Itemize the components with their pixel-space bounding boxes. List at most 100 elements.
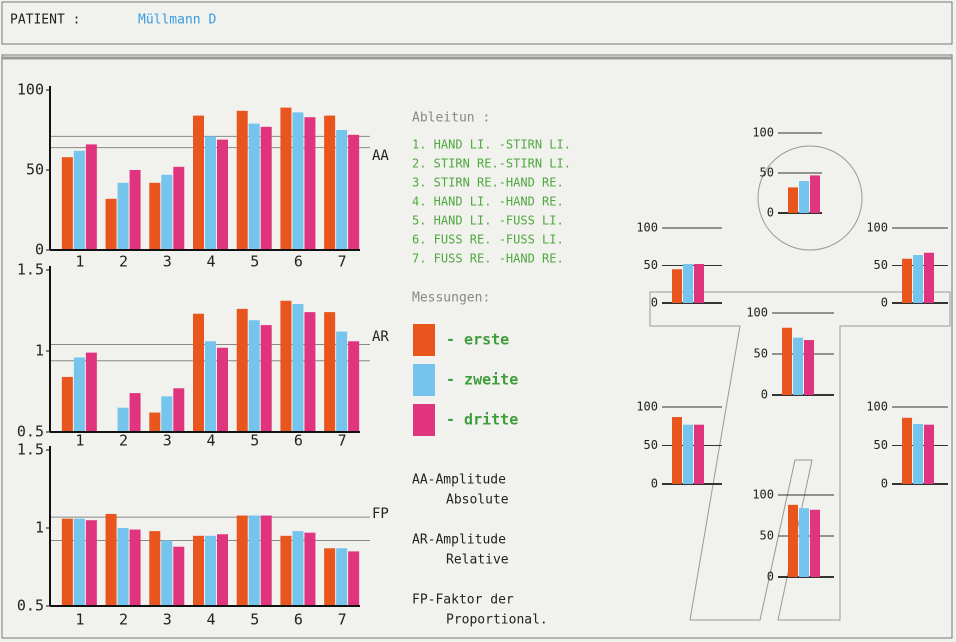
x-tick-label: 6 xyxy=(294,432,303,450)
bar xyxy=(292,112,303,250)
lead-item: 6. FUSS RE. -FUSS LI. xyxy=(412,233,564,247)
bar xyxy=(130,170,141,250)
legend-swatch xyxy=(413,364,435,396)
note: AR-Amplitude xyxy=(412,533,506,548)
bar xyxy=(130,393,141,432)
lead-item: 4. HAND LI. -HAND RE. xyxy=(412,195,564,209)
leads-title: Ableitun : xyxy=(412,111,490,126)
bar xyxy=(672,417,682,484)
bar xyxy=(336,130,347,250)
bar xyxy=(788,505,798,577)
bar xyxy=(304,312,315,432)
y-tick-label: 0 xyxy=(35,241,44,259)
bar xyxy=(86,144,97,250)
y-tick-label: 100 xyxy=(752,488,774,502)
bar xyxy=(74,151,85,250)
bar xyxy=(86,520,97,606)
y-tick-label: 50 xyxy=(26,161,44,179)
bar xyxy=(193,314,204,432)
bar xyxy=(304,117,315,250)
bar xyxy=(205,341,216,432)
bar xyxy=(193,536,204,606)
bar xyxy=(217,348,228,432)
lead-item: 2. STIRN RE.-STIRN LI. xyxy=(412,157,571,171)
bar xyxy=(280,301,291,432)
bar xyxy=(118,528,129,606)
y-tick-label: 0 xyxy=(881,296,888,310)
x-tick-label: 5 xyxy=(250,432,259,450)
lead-item: 7. FUSS RE. -HAND RE. xyxy=(412,252,564,266)
bar xyxy=(348,341,359,432)
x-tick-label: 5 xyxy=(250,611,259,629)
y-tick-label: 100 xyxy=(866,400,888,414)
chart-label: AR xyxy=(372,329,389,345)
y-tick-label: 0 xyxy=(767,570,774,584)
bar xyxy=(810,175,820,213)
note: FP-Faktor der xyxy=(412,593,514,608)
x-tick-label: 4 xyxy=(206,611,215,629)
bar xyxy=(694,264,704,303)
bar xyxy=(261,325,272,432)
patient-label: PATIENT : xyxy=(10,13,80,28)
x-tick-label: 1 xyxy=(75,611,84,629)
bar xyxy=(237,516,248,606)
x-tick-label: 2 xyxy=(119,253,128,271)
bar xyxy=(924,425,934,484)
legend-label: - zweite xyxy=(446,371,518,389)
bar xyxy=(304,533,315,606)
bar xyxy=(149,183,160,250)
bar xyxy=(130,530,141,606)
y-tick-label: 0.5 xyxy=(17,423,44,441)
x-tick-label: 7 xyxy=(338,253,347,271)
bar xyxy=(324,548,335,606)
x-tick-label: 7 xyxy=(338,432,347,450)
y-tick-label: 50 xyxy=(644,258,658,272)
y-tick-label: 0 xyxy=(651,477,658,491)
note: AA-Amplitude xyxy=(412,473,506,488)
bar xyxy=(324,312,335,432)
y-tick-label: 100 xyxy=(636,221,658,235)
bar xyxy=(683,425,693,484)
bar xyxy=(106,199,117,250)
legend-label: - dritte xyxy=(446,411,518,429)
note: Proportional. xyxy=(446,613,548,628)
y-tick-label: 0 xyxy=(881,477,888,491)
bar xyxy=(292,531,303,606)
bar xyxy=(161,396,172,432)
x-tick-label: 2 xyxy=(119,611,128,629)
bar xyxy=(237,111,248,250)
bar xyxy=(161,540,172,606)
bar xyxy=(62,377,73,432)
y-tick-label: 1.5 xyxy=(17,441,44,459)
bar xyxy=(205,536,216,606)
y-tick-label: 1 xyxy=(35,342,44,360)
bar xyxy=(324,116,335,250)
bar xyxy=(118,408,129,432)
screen: PATIENT : Müllmann D Ableitun : Messunge… xyxy=(0,0,956,642)
bar xyxy=(173,547,184,606)
x-tick-label: 6 xyxy=(294,253,303,271)
bar xyxy=(694,425,704,484)
bar xyxy=(173,388,184,432)
chart-label: FP xyxy=(372,506,389,522)
legend-swatch xyxy=(413,404,435,436)
x-tick-label: 3 xyxy=(163,611,172,629)
bar xyxy=(902,418,912,484)
y-tick-label: 0 xyxy=(761,388,768,402)
bar xyxy=(205,136,216,250)
bar xyxy=(913,255,923,303)
patient-name: Müllmann D xyxy=(138,13,216,28)
bar xyxy=(799,508,809,577)
x-tick-label: 1 xyxy=(75,432,84,450)
bar xyxy=(782,328,792,395)
y-tick-label: 50 xyxy=(760,529,774,543)
bar xyxy=(292,304,303,432)
y-tick-label: 100 xyxy=(636,400,658,414)
y-tick-label: 0 xyxy=(767,206,774,220)
chart-label: AA xyxy=(372,148,389,164)
x-tick-label: 5 xyxy=(250,253,259,271)
x-tick-label: 6 xyxy=(294,611,303,629)
y-tick-label: 50 xyxy=(644,438,658,452)
bar xyxy=(149,413,160,432)
y-tick-label: 100 xyxy=(752,126,774,140)
